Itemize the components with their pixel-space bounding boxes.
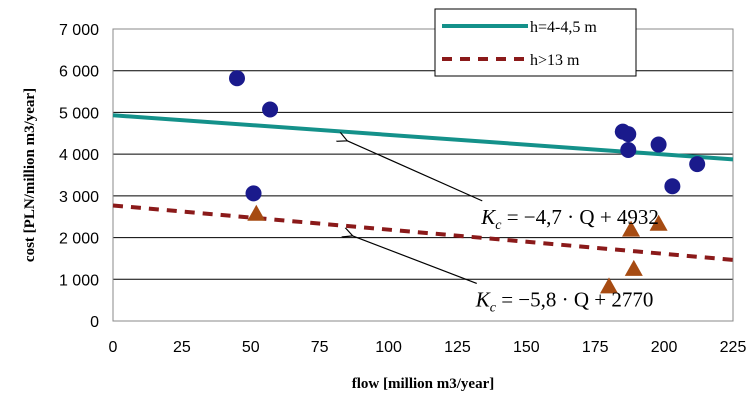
- x-axis-title: flow [million m3/year]: [352, 376, 494, 392]
- plot-area: [112, 28, 734, 322]
- legend-label: h=4-4,5 m: [530, 19, 597, 36]
- annotation-arrow: [347, 141, 483, 202]
- data-point-triangle: [600, 277, 618, 294]
- data-point-triangle: [624, 259, 643, 276]
- equation-annotations: Kc = −4,7 · Q + 4932 Kc = −5,8 · Q + 2770: [347, 141, 659, 315]
- x-tick-label: 75: [311, 339, 329, 356]
- tick-labels: 0 1 000 2 000 3 000 4 000 5 000 6 000 7 000 0 25 5…: [59, 22, 746, 356]
- trend-lines: [112, 113, 734, 262]
- y-tick-label: 5 000: [59, 105, 99, 122]
- legend-label: h>13 m: [530, 52, 580, 69]
- data-point-circle: [620, 141, 637, 158]
- x-tick-label: 100: [375, 339, 402, 356]
- y-tick-label: 0: [90, 314, 99, 331]
- equation-label: Kc = −5,8 · Q + 2770: [475, 287, 654, 315]
- data-point-triangle: [622, 220, 641, 237]
- data-markers: [229, 70, 706, 294]
- legend-box: [434, 8, 637, 77]
- x-tick-label: 175: [582, 339, 609, 356]
- x-tick-label: 0: [109, 339, 118, 356]
- y-tick-label: 2 000: [59, 231, 99, 248]
- data-point-circle: [689, 156, 706, 173]
- x-tick-label: 125: [444, 339, 471, 356]
- y-axis-title: cost [PLN/million m3/year]: [22, 88, 38, 262]
- x-tick-label: 25: [173, 339, 191, 356]
- grid-lines: [113, 28, 733, 322]
- data-point-circle: [664, 178, 681, 195]
- data-point-circle: [620, 126, 637, 143]
- x-tick-label: 225: [720, 339, 747, 356]
- y-tick-label: 3 000: [59, 189, 99, 206]
- x-tick-label: 150: [513, 339, 540, 356]
- equation-label: Kc = −4,7 · Q + 4932: [480, 205, 659, 233]
- y-tick-label: 7 000: [59, 22, 99, 39]
- y-tick-label: 1 000: [59, 272, 99, 289]
- trend-line-solid: [112, 113, 734, 162]
- legend: h=4-4,5 m h>13 m: [434, 8, 637, 77]
- data-point-triangle: [247, 204, 266, 221]
- trend-line-dashed: [112, 203, 734, 262]
- x-tick-label: 50: [242, 339, 260, 356]
- data-point-circle: [262, 101, 279, 118]
- x-tick-label: 200: [651, 339, 678, 356]
- data-point-circle: [229, 70, 245, 87]
- annotation-arrow: [353, 236, 477, 285]
- y-tick-label: 6 000: [59, 64, 99, 81]
- data-point-circle: [245, 185, 262, 202]
- data-point-circle: [650, 136, 667, 153]
- data-point-triangle: [649, 214, 668, 231]
- y-tick-label: 4 000: [59, 147, 99, 164]
